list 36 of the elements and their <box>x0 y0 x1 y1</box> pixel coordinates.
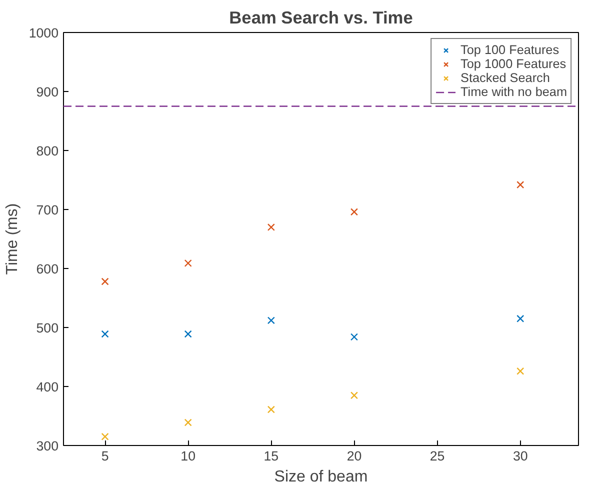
point <box>267 406 275 414</box>
y-axis-title: Time (ms) <box>4 203 21 275</box>
point <box>184 259 192 267</box>
y-tick-label: 300 <box>36 438 59 454</box>
point <box>350 333 358 341</box>
x-tick-label: 15 <box>264 448 279 464</box>
y-tick-label: 900 <box>36 84 59 100</box>
x-axis-title: Size of beam <box>274 468 368 486</box>
point <box>350 208 358 216</box>
y-tick-label: 800 <box>36 144 59 158</box>
y-tick-label: 1000 <box>28 26 59 40</box>
y-tick-label: 600 <box>36 262 59 276</box>
x-tick-label: 5 <box>101 448 109 464</box>
point <box>350 392 358 400</box>
point <box>516 314 524 322</box>
x-tick-label: 10 <box>180 448 196 464</box>
y-tick-label: 500 <box>36 320 59 336</box>
point <box>267 223 275 231</box>
x-tick-label: 30 <box>512 448 528 464</box>
point <box>101 432 109 440</box>
y-tick-label: 400 <box>36 380 59 394</box>
point <box>101 330 109 338</box>
x-tick-label: 20 <box>346 448 362 464</box>
point <box>184 418 192 426</box>
legend-label: Stacked Search <box>460 71 550 85</box>
point <box>516 367 524 375</box>
point <box>267 316 275 324</box>
legend-label: Top 1000 Features <box>460 57 566 71</box>
point <box>184 330 192 338</box>
point <box>101 278 109 286</box>
point <box>516 180 524 188</box>
x-tick-label: 25 <box>430 448 445 464</box>
y-tick-label: 700 <box>36 202 59 218</box>
legend-label: Top 100 Features <box>460 43 560 57</box>
legend-label: Time with no beam <box>460 85 567 99</box>
chart-title: Beam Search vs. Time <box>229 8 414 28</box>
